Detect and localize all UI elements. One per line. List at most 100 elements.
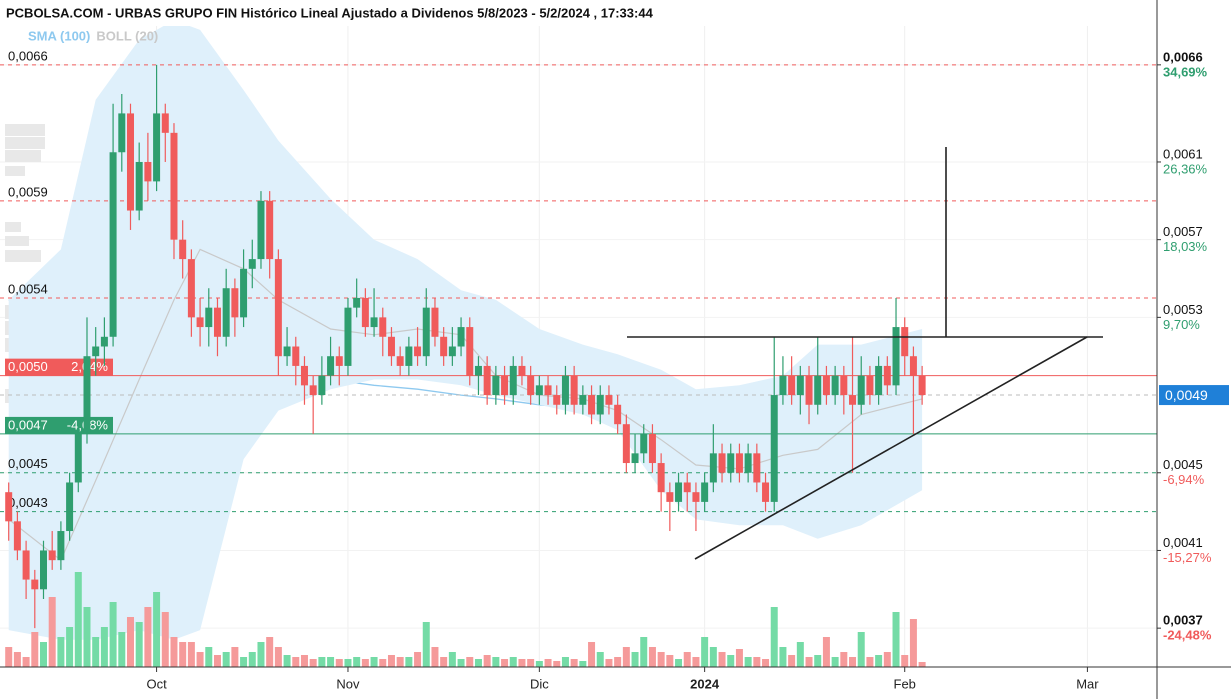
candle-body xyxy=(74,433,82,483)
level-label: 0,0066 xyxy=(8,48,48,63)
volume-bar xyxy=(335,659,343,667)
candle-body xyxy=(492,375,500,396)
candle-body xyxy=(240,268,248,318)
candle-body xyxy=(631,453,639,464)
volume-bar xyxy=(179,642,187,667)
volume-bar xyxy=(866,657,874,667)
volume-bar xyxy=(822,637,830,667)
candle-body xyxy=(527,375,535,396)
candle-body xyxy=(753,453,761,483)
volume-bar xyxy=(483,655,491,667)
volume-bar xyxy=(22,657,30,667)
candle-body xyxy=(657,463,665,493)
candle-body xyxy=(857,375,865,405)
level-label: 0,0047 xyxy=(8,417,48,432)
volume-bar xyxy=(605,659,613,667)
candle-body xyxy=(744,453,752,473)
candle-body xyxy=(353,297,361,308)
candle-body xyxy=(126,113,134,211)
candle-body xyxy=(718,453,726,473)
candle-body xyxy=(596,395,604,415)
level-label: 0,0054 xyxy=(8,281,48,296)
candle-body xyxy=(762,482,770,502)
x-tick-label: Mar xyxy=(1076,676,1099,691)
candle-body xyxy=(135,161,143,211)
candle-body xyxy=(92,346,100,357)
volume-bar xyxy=(909,619,917,667)
candle-body xyxy=(814,375,822,405)
candle-body xyxy=(414,346,422,357)
volume-bar xyxy=(48,597,56,667)
candle-body xyxy=(474,365,482,376)
candle-body xyxy=(361,297,369,328)
candle-body xyxy=(440,336,448,357)
volume-bar xyxy=(266,637,274,667)
profile-bar xyxy=(5,137,45,149)
candle-body xyxy=(187,259,195,318)
level-label: 0,0045 xyxy=(8,456,48,471)
volume-bar xyxy=(527,659,535,667)
volume-bar xyxy=(344,659,352,667)
candle-body xyxy=(561,375,569,405)
volume-bar xyxy=(144,607,152,667)
y-tick-label: 0,0053 xyxy=(1163,302,1203,317)
candle-body xyxy=(796,375,804,396)
candle-body xyxy=(735,453,743,473)
volume-bar xyxy=(814,655,822,667)
candle-body xyxy=(257,200,265,260)
candle-body xyxy=(518,365,526,376)
trend-drawings xyxy=(627,147,1103,560)
candle-body xyxy=(118,113,126,153)
candle-body xyxy=(231,288,239,318)
volume-bar xyxy=(561,657,569,667)
volume-bar xyxy=(701,637,709,667)
volume-bar xyxy=(501,659,509,667)
volume-bar xyxy=(735,649,743,667)
volume-bar xyxy=(13,652,21,667)
volume-bar xyxy=(883,652,891,667)
candle-body xyxy=(83,356,91,434)
candle-body xyxy=(892,327,900,386)
x-tick-label: Dic xyxy=(530,676,549,691)
volume-bar xyxy=(318,657,326,667)
candle-body xyxy=(579,395,587,405)
candle-body xyxy=(205,307,213,328)
candle-body xyxy=(866,375,874,396)
candle-body xyxy=(622,424,630,464)
x-tick-label: 2024 xyxy=(690,676,720,691)
candle-body xyxy=(501,375,509,396)
volume-bar xyxy=(779,647,787,667)
volume-bar xyxy=(57,637,65,667)
candle-body xyxy=(292,346,300,366)
volume-bar xyxy=(370,657,378,667)
candle-body xyxy=(770,395,778,502)
volume-bar xyxy=(579,661,587,667)
profile-bar xyxy=(5,222,21,232)
candle-body xyxy=(266,200,274,260)
candle-body xyxy=(709,453,717,483)
candle-body xyxy=(144,161,152,182)
candle-body xyxy=(196,317,204,328)
y-tick-change: 26,36% xyxy=(1163,161,1208,176)
volume-bar xyxy=(535,661,543,667)
candle-body xyxy=(13,521,21,551)
volume-bar xyxy=(440,657,448,667)
bollinger-band xyxy=(8,26,923,640)
candle-body xyxy=(788,375,796,396)
volume-bar xyxy=(788,655,796,667)
candle-body xyxy=(448,346,456,357)
volume-bar xyxy=(414,652,422,667)
candle-body xyxy=(883,365,891,386)
volume-bar xyxy=(466,657,474,667)
volume-bar xyxy=(614,657,622,667)
volume-bar xyxy=(83,607,91,667)
volume-bar xyxy=(213,655,221,667)
volume-bar xyxy=(918,662,926,667)
candle-body xyxy=(535,385,543,396)
volume-bar xyxy=(74,572,82,667)
volume-bar xyxy=(222,652,230,667)
volume-bar xyxy=(92,637,100,667)
candle-body xyxy=(509,365,517,396)
candle-body xyxy=(831,375,839,396)
volume-bar xyxy=(300,655,308,667)
